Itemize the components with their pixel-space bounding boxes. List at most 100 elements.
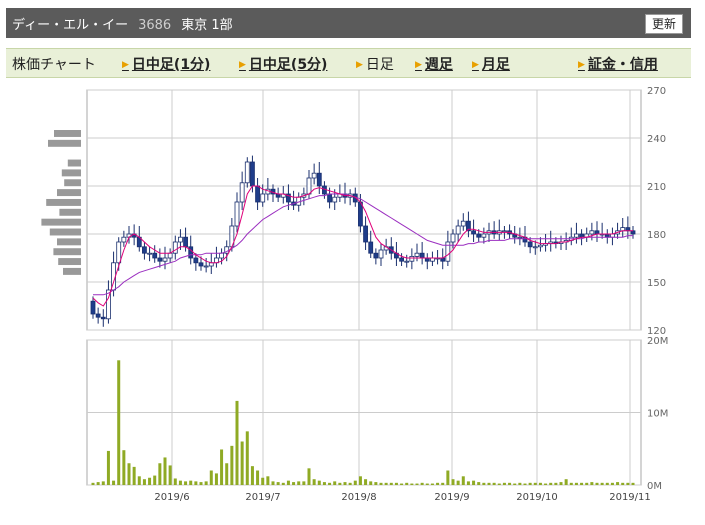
volume-bar [379,482,383,485]
volume-bar [538,482,542,485]
candle [316,172,322,187]
volume-bar [343,482,347,485]
volume-bar [466,481,470,485]
volume-bar [338,482,342,485]
volume-bar [574,482,578,485]
volume-bar [508,482,512,485]
tab-label: 証金・信用 [587,57,658,73]
candle [270,188,276,195]
volume-bar [271,481,275,485]
volume-bar [348,482,352,485]
triangle-right-icon: ▶ [122,60,129,70]
volume-profile-bar [48,139,81,147]
volume-profile-bar [53,248,81,256]
volume-bar [472,480,476,485]
candle [527,241,533,248]
volume-bar [374,482,378,485]
candle [409,255,415,262]
volume-bar [281,482,285,485]
candle [358,201,363,227]
volume-bar [590,482,594,485]
candle [476,233,482,238]
volume-bar [297,481,301,485]
candle [90,300,96,315]
volume-bar [569,482,573,485]
candle [445,241,451,262]
candle [486,230,492,235]
volume-bar [626,482,630,485]
x-tick-label: 2019/11 [609,492,651,503]
volume-bar [621,482,625,485]
x-tick-label: 2019/7 [245,492,280,503]
volume-bar [148,477,152,485]
candle [327,193,332,203]
candle [584,233,590,238]
volume-bar [554,482,558,485]
volume-tick-label: 10M [647,409,668,420]
volume-bar [394,482,398,485]
candle [517,236,523,239]
volume-bar [189,480,193,485]
candle [394,252,399,259]
volume-bar [137,476,141,485]
candle [188,246,194,259]
volume-bar [209,470,213,485]
triangle-right-icon: ▶ [415,60,422,70]
volume-bar [446,470,450,485]
candle [568,236,574,241]
candle [193,257,199,264]
chart-tab-bar: 株価チャート ▶ 日中足(1分) ▶ 日中足(5分) ▶ 日足 ▶ 週足 ▶ 月足 ▶ 証金… [6,48,691,78]
candle [610,233,615,238]
refresh-button[interactable]: 更新 [644,14,683,34]
candle [260,193,266,203]
candle [322,185,327,195]
volume-tick-label: 20M [647,336,668,347]
candle [419,252,425,259]
candle [234,201,240,227]
candle [332,196,338,203]
tab-weekly[interactable]: ▶ 週足 [415,54,453,74]
candle [111,262,116,291]
volume-bar [261,477,265,485]
x-tick-label: 2019/9 [434,492,469,503]
tab-label: 週足 [424,57,453,73]
tab-daily[interactable]: ▶ 日足 [356,54,394,74]
candle [311,172,317,179]
candle [404,260,410,263]
volume-bar [502,482,506,485]
volume-bar [497,483,501,485]
volume-bar [302,481,306,485]
volume-bar [595,482,599,485]
volume-bar [153,475,157,485]
tab-monthly[interactable]: ▶ 月足 [472,54,510,74]
volume-bar [163,457,167,485]
stock-header-bar: ディー・エル・イー 3686 東京 1部 更新 [6,8,691,38]
candle [363,225,368,243]
candle [172,241,178,254]
price-tick-label: 150 [647,278,666,289]
price-tick-label: 210 [647,182,666,193]
volume-bar [518,482,522,485]
candle [373,252,379,259]
candle [306,177,312,195]
volume-bar [456,480,460,485]
price-tick-label: 120 [647,326,666,337]
candle [507,230,512,235]
triangle-right-icon: ▶ [578,60,585,70]
stock-title: ディー・エル・イー 3686 東京 1部 [12,14,243,33]
volume-bar [441,482,445,485]
candle [414,252,420,257]
candle [121,236,127,243]
tab-label: 日中足(5分) [248,57,328,73]
stock-code: 3686 [138,18,172,33]
tab-intraday-5min[interactable]: ▶ 日中足(5分) [239,54,327,74]
tab-intraday-1min[interactable]: ▶ 日中足(1分) [122,54,210,74]
volume-bar [178,480,182,485]
volume-bar [235,400,239,485]
volume-profile-bar [64,179,81,187]
triangle-right-icon: ▶ [472,60,479,70]
moving-average-short [92,185,633,307]
volume-bar [616,482,620,485]
volume-bar [292,482,296,485]
tab-margin-credit[interactable]: ▶ 証金・信用 [578,54,658,74]
